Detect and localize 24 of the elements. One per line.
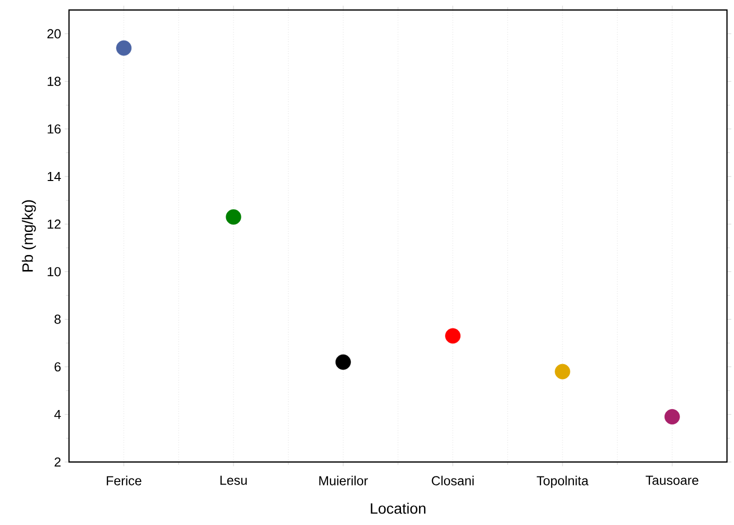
x-tick-label: Lesu <box>220 476 247 485</box>
point <box>554 364 570 380</box>
y-tick-label: 10 <box>48 267 61 276</box>
y-axis-title: Pb (mg/kg) <box>22 200 36 272</box>
y-tick-label: 2 <box>54 457 61 467</box>
x-tick-label: Tausoare <box>646 476 698 485</box>
x-tick-label: Muierilor <box>319 476 368 486</box>
x-axis-title: Location <box>370 502 426 514</box>
point <box>445 328 461 344</box>
y-tick-label: 14 <box>48 172 61 181</box>
point <box>226 209 242 225</box>
y-tick-label: 8 <box>54 314 61 324</box>
y-tick-label: 16 <box>48 124 61 134</box>
x-tick-label: Closani <box>432 476 474 486</box>
point <box>116 40 132 56</box>
y-tick-label: 12 <box>48 220 61 229</box>
y-tick-label: 18 <box>48 76 61 86</box>
y-tick-label: 4 <box>54 410 61 419</box>
point <box>335 354 351 370</box>
x-tick-label: Topolnita <box>536 476 589 488</box>
point <box>664 409 680 424</box>
y-tick-label: 6 <box>54 362 61 372</box>
y-tick-label: 20 <box>47 29 61 38</box>
x-tick-label: Ferice <box>106 476 142 486</box>
